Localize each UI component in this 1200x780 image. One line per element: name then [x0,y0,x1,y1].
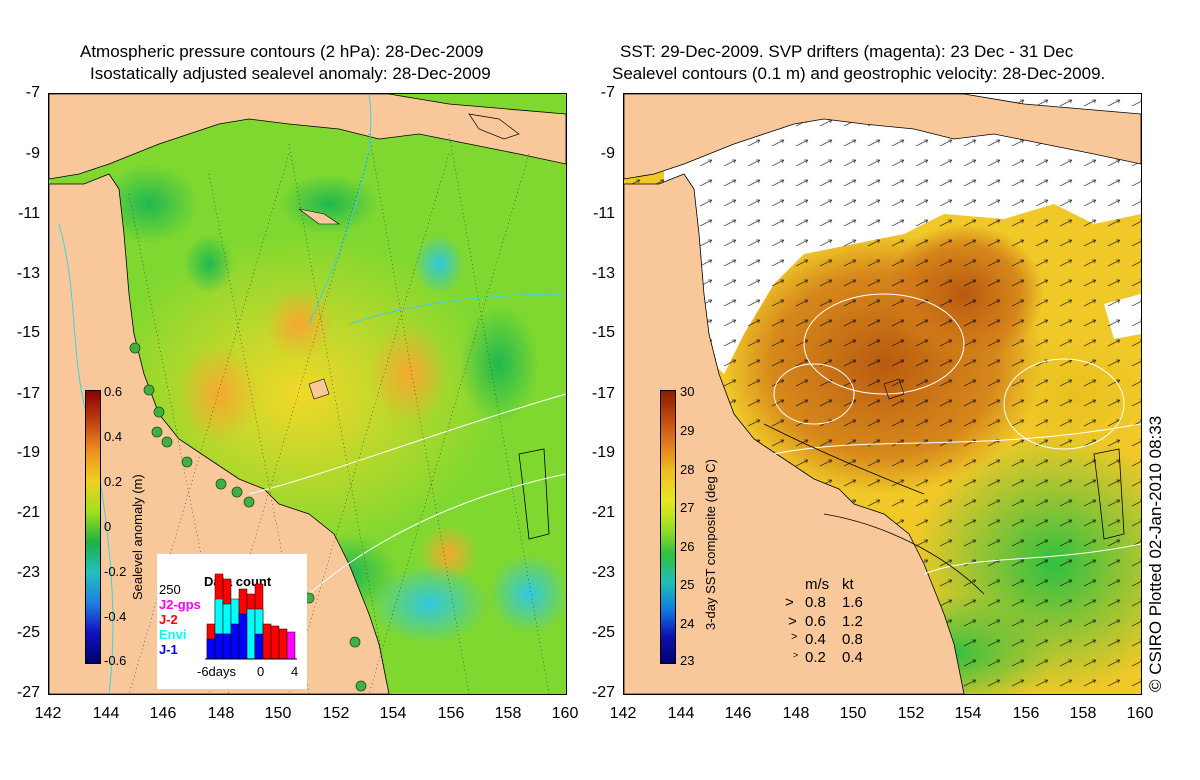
legend-j2gps: J2-gps [159,597,201,612]
left-title-line2: Isostatically adjusted sealevel anomaly:… [90,64,491,83]
right-lat-tick: -7 [600,84,615,101]
right-lat-tick: -27 [591,684,615,701]
velocity-key-kt: 1.2 [842,613,863,630]
right-lon-tick: 158 [1069,705,1097,722]
australia-land-right [624,173,965,694]
right-lat-tick: -19 [591,444,615,461]
right-lat-tick: -15 [591,324,615,341]
velocity-key-ms: 0.4 [805,631,826,648]
left-lon-tick: 152 [322,705,350,722]
sealevel-tick-3: 0 [104,519,112,534]
data-count-inset: Data count 250 J2-gps J-2 Envi J-1 [157,554,307,689]
sst-tick-1: 29 [680,423,695,438]
left-lat-tick: -23 [16,564,40,581]
sealevel-colorbar [85,390,101,664]
left-lat-tick: -21 [16,504,40,521]
sealevel-colorbar-label: Sealevel anomaly (m) [130,474,145,600]
right-lon-tick: 142 [609,705,637,722]
left-lon-tick: 154 [379,705,407,722]
velocity-key-ms: 0.6 [805,613,826,630]
sealevel-tick-0: 0.6 [104,384,123,399]
left-lat-tick: -25 [16,624,40,641]
right-lon-tick: 150 [839,705,867,722]
velocity-key-kt: 0.8 [842,631,863,648]
velocity-key-arrow: > [785,594,794,611]
sst-tick-7: 23 [680,653,695,668]
right-lat-tick: -23 [591,564,615,581]
velocity-key-kt: 0.4 [842,649,863,666]
csiro-credit: © CSIRO Plotted 02-Jan-2010 08:33 [1146,415,1165,692]
right-lon-tick: 154 [954,705,982,722]
left-lat-tick: -27 [16,684,40,701]
sst-map-svg [624,94,1141,694]
right-lat-tick: -25 [591,624,615,641]
left-title-line1: Atmospheric pressure contours (2 hPa): 2… [80,42,484,61]
sealevel-tick-4: -0.2 [104,564,127,579]
velocity-key-header-kt: kt [842,576,854,593]
left-lon-tick: 150 [264,705,292,722]
left-lon-tick: 144 [92,705,120,722]
velocity-key-arrow: > [791,631,798,643]
velocity-key-arrow: > [793,650,799,660]
right-lon-tick: 156 [1012,705,1040,722]
sst-tick-2: 28 [680,462,695,477]
sealevel-tick-1: 0.4 [104,429,123,444]
sealevel-tick-6: -0.6 [104,653,127,668]
velocity-key-arrow: > [788,613,797,630]
right-lon-tick: 144 [667,705,695,722]
left-lon-tick: 148 [207,705,235,722]
right-lon-tick: 146 [724,705,752,722]
left-lat-tick: -7 [25,84,40,101]
inset-bars [205,573,297,660]
left-lon-tick: 156 [437,705,465,722]
sst-tick-0: 30 [680,384,695,399]
sst-tick-3: 27 [680,500,695,515]
left-lat-tick: -17 [16,385,40,402]
sst-colorbar [660,390,676,664]
papua-new-guinea-land-right [624,94,1141,180]
right-title-line2: Sealevel contours (0.1 m) and geostrophi… [612,64,1106,83]
papua-new-guinea-land [49,94,566,180]
sst-tick-5: 25 [680,577,695,592]
sealevel-anomaly-map: Data count 250 J2-gps J-2 Envi J-1 [48,93,567,695]
left-lon-tick: 146 [149,705,177,722]
sealevel-tick-2: 0.2 [104,474,123,489]
right-lat-tick: -11 [593,205,615,222]
left-lat-tick: -15 [16,324,40,341]
sst-colorbar-label: 3-day SST composite (deg C) [703,459,718,630]
legend-j2: J-2 [159,612,178,627]
velocity-key-header-ms: m/s [805,576,830,593]
inset-ymax: 250 [159,582,181,597]
inset-xtick-end: 4 [291,664,299,679]
sst-tick-4: 26 [680,539,695,554]
right-lon-tick: 148 [782,705,810,722]
left-lon-tick: 158 [494,705,522,722]
right-lon-tick: 160 [1126,705,1154,722]
right-lat-tick: -17 [591,385,615,402]
left-lat-tick: -19 [16,444,40,461]
right-lat-tick: -13 [591,265,615,282]
legend-envi: Envi [159,627,187,642]
legend-j1: J-1 [159,642,178,657]
velocity-key-ms: 0.2 [805,649,826,666]
sst-map [623,93,1142,695]
right-lon-tick: 152 [897,705,925,722]
inset-xtick-zero: 0 [257,664,265,679]
left-lat-tick: -9 [25,145,40,162]
left-lat-tick: -11 [18,205,40,222]
inset-xtick-start: -6days [197,664,237,679]
sealevel-anomaly-map-svg [49,94,566,694]
sst-tick-6: 24 [680,616,695,631]
left-lon-tick: 160 [551,705,579,722]
right-title-line1: SST: 29-Dec-2009. SVP drifters (magenta)… [620,42,1074,61]
velocity-key-kt: 1.6 [842,594,863,611]
velocity-key-ms: 0.8 [805,594,826,611]
sealevel-tick-5: -0.4 [104,609,127,624]
right-lat-tick: -9 [600,145,615,162]
left-lat-tick: -13 [16,265,40,282]
left-lon-tick: 142 [34,705,62,722]
right-lat-tick: -21 [591,504,615,521]
